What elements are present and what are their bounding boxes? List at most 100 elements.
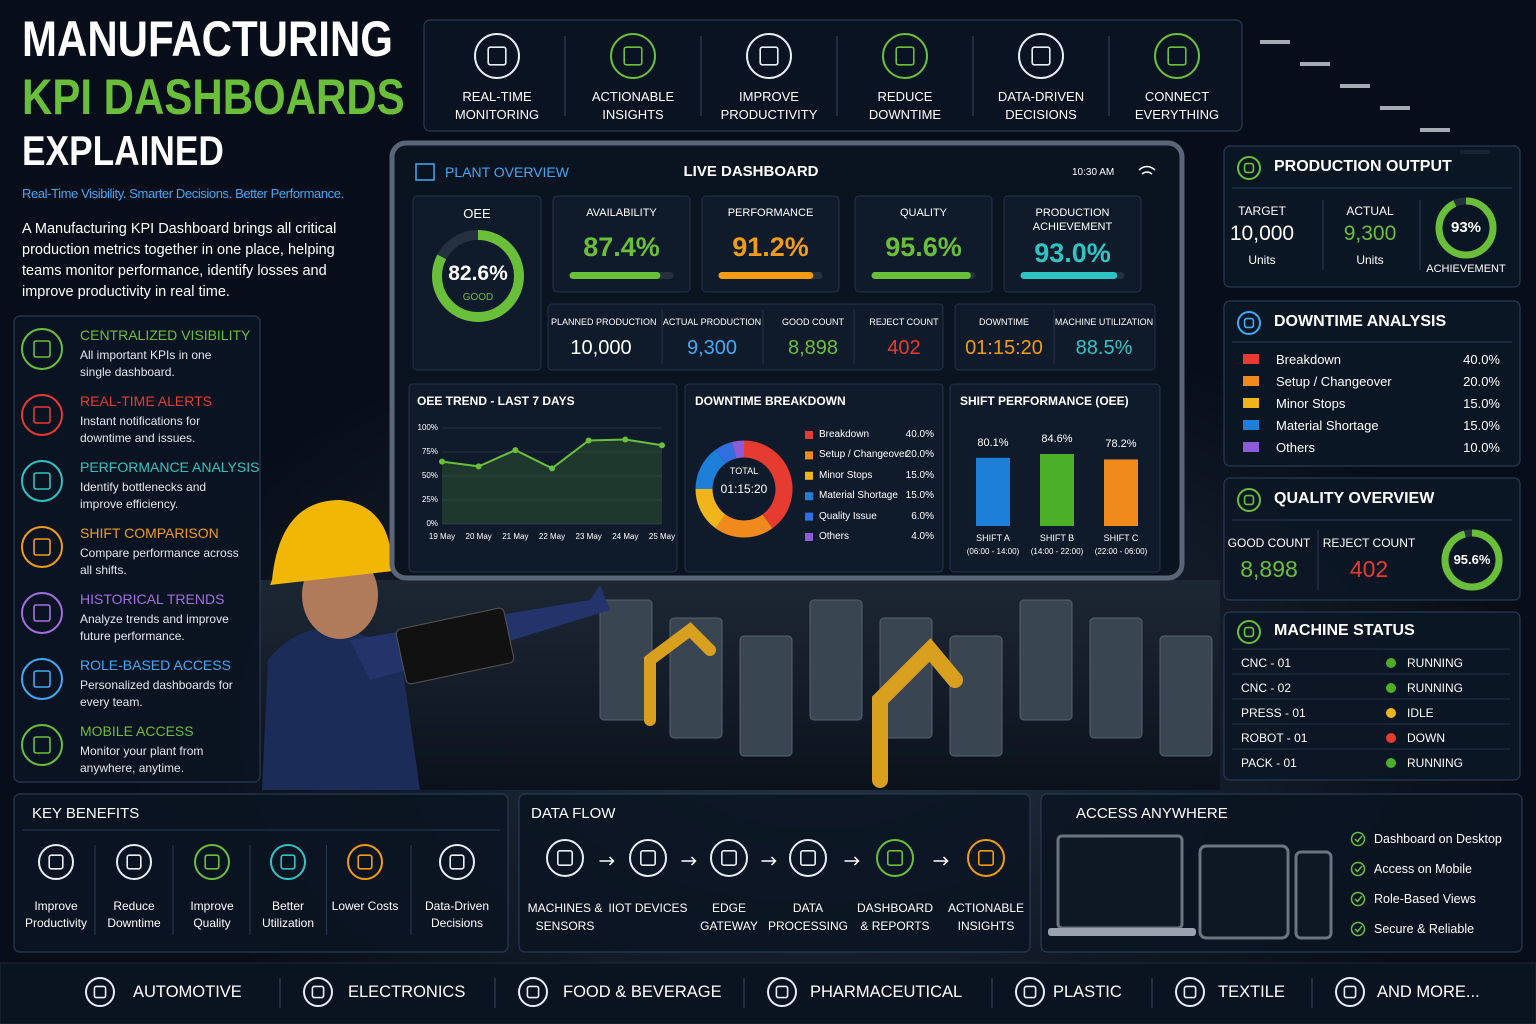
header-icon [415,163,435,181]
feature-icon [21,658,63,700]
top-feature-icon [746,33,792,79]
industry-label: FOOD & BEVERAGE [563,983,722,1001]
swatch [1243,420,1259,430]
bar-value-label: 84.6% [1041,433,1073,445]
kpi-value: 95.6% [885,232,962,262]
feature-title: MOBILE ACCESS [80,723,194,739]
access-item: Role-Based Views [1374,892,1476,906]
oee-value: 82.6% [448,262,508,285]
laptop-base [1048,928,1196,936]
feature-text: Analyze trends and improve future perfor… [80,612,229,643]
feature-title: REAL-TIME ALERTS [80,393,213,409]
key-benefits-panel [13,793,509,953]
legend-label: Quality Issue [819,510,877,522]
side-panel [1223,145,1521,288]
check-circle [1350,921,1366,937]
gauge-arc [432,230,524,322]
swatch [1243,442,1259,452]
y-tick-label: 100% [417,423,438,432]
bar-category: SHIFT C [1103,533,1139,543]
donut-slice [695,488,726,529]
check-circle [1350,861,1366,877]
machine-name: ROBOT - 01 [1241,731,1308,745]
side-panel [1223,611,1521,781]
card [954,303,1156,371]
ceiling-light [1340,84,1370,88]
benefit-label: Data-Driven Decisions [424,899,490,930]
trend-point [622,436,629,443]
x-tick-label: 24 May [612,532,639,541]
gauge-arc [1435,197,1497,259]
industry-icon-glyph [775,985,789,999]
trend-point [475,463,482,470]
feature-title: PERFORMANCE ANALYSIS [80,459,260,475]
donut-center-value: 01:15:20 [720,482,768,496]
flow-label: DATA PROCESSING [767,901,848,933]
kpi-label: PRODUCTION ACHIEVEMENT [1032,207,1113,233]
machine-name: CNC - 01 [1241,656,1292,670]
top-feature-label: ACTIONABLE INSIGHTS [591,89,675,122]
bar-subtitle: (22:00 - 06:00) [1094,547,1148,556]
top-feature-icon-glyph [759,46,779,66]
machine [739,635,793,757]
downtime-value: 15.0% [1463,418,1500,433]
industry-icon [1335,977,1365,1007]
quality-value: 402 [1349,556,1389,582]
feature-text: Compare performance across all shifts. [80,546,239,577]
feature-icon-glyph [33,472,51,490]
top-feature-icon [882,33,928,79]
industry-label: PLASTIC [1053,983,1122,1001]
feature-icon [21,592,63,634]
flow-arrow [844,856,860,866]
panel-title: DATA FLOW [531,805,616,822]
oee-label: OEE [463,206,491,221]
gauge-label: ACHIEVEMENT [1426,263,1506,275]
industries-bar [0,962,1536,1024]
tablet-device [1198,844,1290,940]
downtime-name: Others [1276,440,1316,455]
downtime-value: 10.0% [1463,440,1500,455]
count-label: PLANNED PRODUCTION [551,317,657,327]
bar-category: SHIFT A [976,533,1010,543]
phone-device [1294,850,1333,940]
bar [976,457,1010,526]
legend-label: Setup / Changeover [819,449,908,461]
feature-icon-glyph [33,604,51,622]
trend-area [442,439,662,524]
check-mark [1354,865,1363,873]
donut-slice [715,442,737,464]
card [412,195,542,371]
flow-icon-glyph [886,849,903,866]
flow-label: DASHBOARD & REPORTS [856,901,933,933]
title-line: MANUFACTURING [22,11,393,67]
y-tick-label: 25% [421,495,438,504]
feature-icon [21,724,63,766]
flow-label: EDGE GATEWAY [700,901,758,933]
card [1003,195,1142,293]
machine-status: IDLE [1407,706,1434,720]
industry-icon-glyph [1343,985,1357,999]
kpi-bar [569,272,661,279]
downtime-value: 15.0% [1463,396,1500,411]
y-tick-label: 75% [421,447,438,456]
gauge-arc [1441,529,1503,591]
feature-text: Identify bottlenecks and improve efficie… [80,480,207,511]
check-mark [1354,835,1363,843]
card [701,195,840,293]
feature-icon-glyph [33,406,51,424]
flow-icon-glyph [720,849,737,866]
bar-value-label: 80.1% [977,436,1009,449]
benefit-icon-glyph [280,854,296,870]
data-flow-panel [518,793,1031,953]
flow-icon [789,839,827,877]
flow-label: ACTIONABLE INSIGHTS [947,901,1025,933]
feature-icon [21,526,63,568]
downtime-value: 20.0% [1463,374,1500,389]
machine-status: RUNNING [1407,656,1463,670]
flow-arrow [599,856,615,866]
machine-name: CNC - 02 [1241,681,1292,695]
swatch [1243,398,1259,408]
